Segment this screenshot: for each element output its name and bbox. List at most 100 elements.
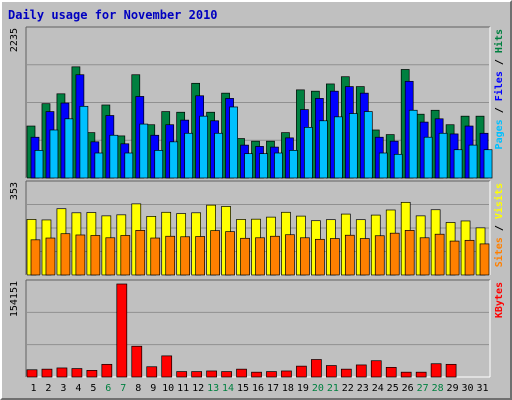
y-max-label: 154151 [9,281,20,317]
bar-kbytes-day-14 [221,371,232,378]
bar-kbytes-day-28 [430,363,442,378]
bar-pages-day-14 [229,106,238,179]
bar-kbytes-day-20 [311,359,322,378]
chart-title: Daily usage for November 2010 [8,8,218,22]
x-tick-label: 5 [90,383,96,394]
bar-kbytes-day-24 [370,360,382,378]
bar-kbytes-day-29 [445,363,457,378]
bar-kbytes-day-7 [116,283,128,378]
bar-sites-day-28 [434,233,445,276]
bar-kbytes-day-9 [146,366,158,378]
x-tick-label: 10 [162,383,174,394]
panel-visits-sites: 353 Sites / Visits [9,180,505,276]
legend-separator: / [494,219,505,237]
x-tick-label: 8 [135,383,141,394]
bar-pages-day-12 [199,115,208,179]
bar-sites-day-17 [270,235,280,276]
bar-sites-day-21 [330,238,340,276]
bar-pages-day-15 [244,153,253,179]
bar-pages-day-28 [438,132,448,179]
bar-sites-day-23 [359,238,370,276]
x-tick-label: 25 [387,383,399,394]
legend-entry-sites: Sites [493,237,505,267]
bar-kbytes-day-27 [415,371,427,378]
bar-sites-day-6 [105,237,116,276]
bar-pages-day-21 [334,116,343,179]
bar-pages-day-1 [34,150,44,179]
bar-pages-day-25 [393,153,403,179]
legend-entry-files: Files [493,71,505,101]
x-tick-label: 13 [207,383,219,394]
bar-pages-day-19 [304,127,313,179]
x-tick-label: 30 [462,383,474,394]
bar-pages-day-17 [274,152,283,179]
bar-pages-day-13 [214,132,223,179]
bar-pages-day-4 [79,105,89,179]
bar-kbytes-day-10 [161,355,173,378]
x-tick-label: 23 [357,383,369,394]
bar-kbytes-day-19 [296,365,307,378]
bar-pages-day-2 [49,129,59,179]
x-tick-label: 27 [417,383,429,394]
bar-kbytes-day-26 [400,371,412,378]
bar-kbytes-day-6 [101,363,113,378]
legend: Pages / Files / Hits [493,29,505,149]
bar-kbytes-day-8 [131,345,143,378]
bar-pages-day-6 [109,134,119,179]
x-tick-label: 21 [327,383,339,394]
bar-sites-day-18 [285,234,295,276]
bar-pages-day-24 [378,152,388,179]
bar-sites-day-26 [404,230,415,276]
panel-background [26,280,490,377]
bar-pages-day-16 [259,153,268,179]
x-tick-label: 7 [120,383,126,394]
legend-separator: / [494,53,505,71]
bar-sites-day-27 [419,237,430,276]
bar-sites-day-10 [165,235,176,276]
bar-sites-day-12 [195,236,205,276]
x-tick-label: 2 [45,383,51,394]
bar-kbytes-day-4 [71,368,83,378]
x-tick-label: 20 [312,383,324,394]
x-tick-label: 4 [75,383,81,394]
x-tick-label: 31 [476,383,488,394]
x-tick-label: 28 [432,383,444,394]
x-tick-label: 19 [297,383,309,394]
bar-kbytes-day-13 [206,370,217,378]
legend-separator: / [494,101,505,119]
legend-entry-visits: Visits [493,183,505,219]
x-tick-label: 26 [402,383,414,394]
panel-hits-files-pages: 2235 Pages / Files / Hits [9,26,505,179]
x-tick-label: 14 [222,383,234,394]
bar-kbytes-day-23 [355,364,367,378]
bar-sites-day-16 [255,237,265,276]
bar-kbytes-day-15 [236,368,247,378]
legend-entry-pages: Pages [494,119,505,149]
bar-kbytes-day-16 [251,371,262,378]
legend-entry-kbytes: KBytes [494,282,505,318]
bar-pages-day-22 [348,113,358,179]
x-tick-label: 24 [372,383,384,394]
bar-pages-day-20 [319,120,328,179]
bar-sites-day-20 [315,238,325,276]
bar-pages-day-7 [124,152,134,179]
bar-pages-day-29 [453,149,463,179]
bar-kbytes-day-12 [191,371,202,378]
legend: KBytes [494,282,505,318]
legend: Sites / Visits [493,183,505,267]
bar-kbytes-day-25 [385,366,397,378]
bar-sites-day-22 [344,234,355,276]
x-tick-label: 22 [342,383,354,394]
bar-kbytes-day-3 [56,367,68,378]
bar-sites-day-2 [45,237,56,276]
x-tick-label: 1 [30,383,36,394]
bar-sites-day-8 [135,230,146,276]
panel-kbytes: 154151 KBytes [9,279,505,378]
bar-sites-day-1 [30,239,41,276]
bar-kbytes-day-5 [86,370,98,378]
bar-pages-day-26 [408,109,418,179]
bar-pages-day-3 [64,118,74,179]
bar-pages-day-11 [184,132,194,179]
bar-sites-day-3 [60,233,71,276]
